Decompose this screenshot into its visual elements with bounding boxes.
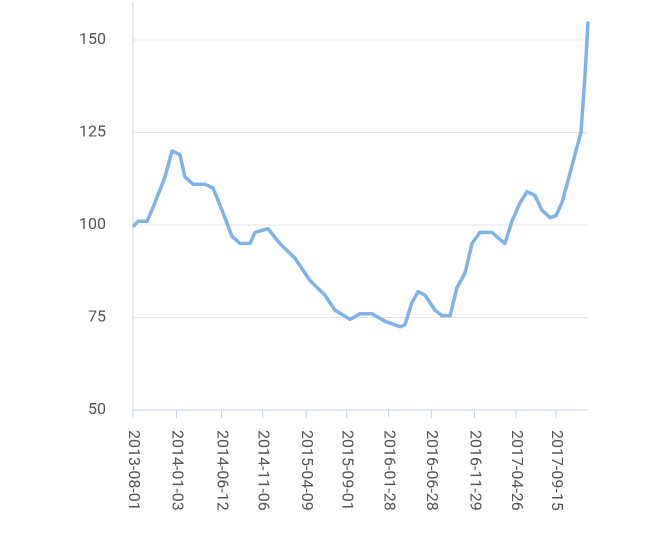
x-tick-label: 2016-01-28 [380,430,399,511]
y-tick-label: 150 [79,29,106,48]
x-tick-label: 2014-01-03 [168,430,187,511]
x-tick-label: 2014-06-12 [213,430,232,511]
line [131,21,590,329]
x-tick-label: 2015-04-09 [298,430,317,511]
x-tick-label: 2016-11-29 [466,430,485,511]
y-tick-label: 125 [79,122,106,141]
x-tick-label: 2017-09-15 [548,430,567,511]
x-tick-label: 2014-11-06 [255,430,274,511]
x-tick-label: 2015-09-01 [339,430,358,511]
y-tick-label: 50 [88,399,106,418]
y-tick-label: 75 [88,307,106,326]
y-tick-label: 100 [79,214,106,233]
x-tick-label: 2016-06-28 [423,430,442,511]
x-tick-label: 2013-08-01 [125,430,144,511]
x-tick-label: 2017-04-26 [508,430,527,511]
